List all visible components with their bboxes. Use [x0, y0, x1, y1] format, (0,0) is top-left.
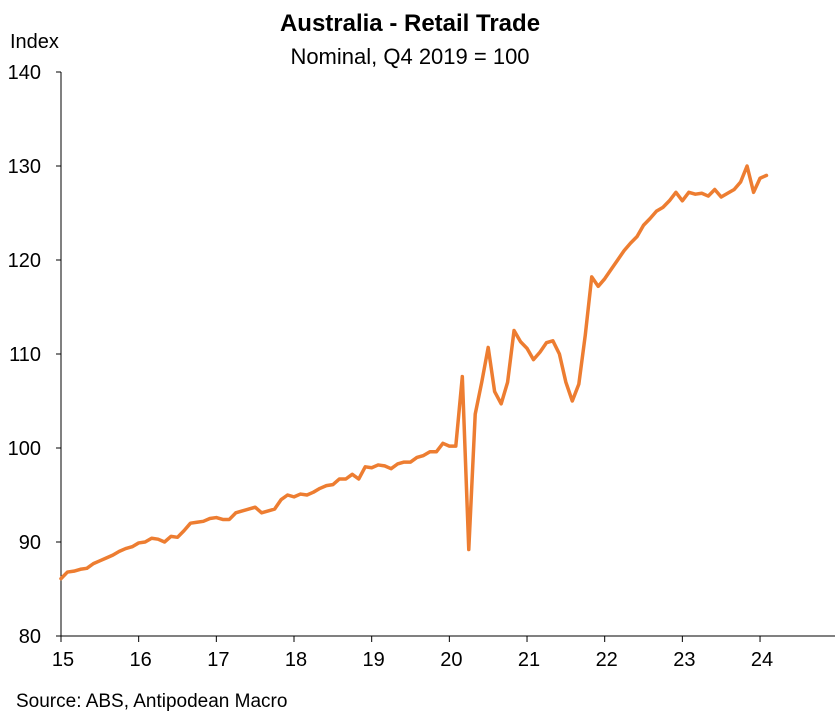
- y-tick-label: 90: [19, 532, 41, 554]
- y-tick-label: 130: [8, 156, 41, 178]
- x-tick-label: 16: [130, 649, 152, 671]
- x-tick-label: 23: [673, 649, 695, 671]
- x-tick-label: 24: [751, 649, 773, 671]
- chart-title: Australia - Retail Trade: [280, 10, 540, 37]
- data-line: [59, 164, 769, 581]
- y-tick-label: 100: [8, 438, 41, 460]
- x-tick-label: 17: [207, 649, 229, 671]
- y-tick-label: 140: [8, 62, 41, 84]
- chart-subtitle: Nominal, Q4 2019 = 100: [290, 44, 529, 69]
- x-tick-label: 19: [363, 649, 385, 671]
- y-tick-label: 120: [8, 250, 41, 272]
- x-tick-label: 15: [52, 649, 74, 671]
- x-tick-label: 22: [596, 649, 618, 671]
- y-axis-label: Index: [10, 31, 59, 53]
- y-tick-label: 80: [19, 626, 41, 648]
- y-tick-label: 110: [9, 344, 41, 366]
- x-tick-label: 18: [285, 649, 307, 671]
- source-note: Source: ABS, Antipodean Macro: [16, 691, 287, 712]
- x-tick-label: 20: [440, 649, 462, 671]
- x-tick-label: 21: [518, 649, 540, 671]
